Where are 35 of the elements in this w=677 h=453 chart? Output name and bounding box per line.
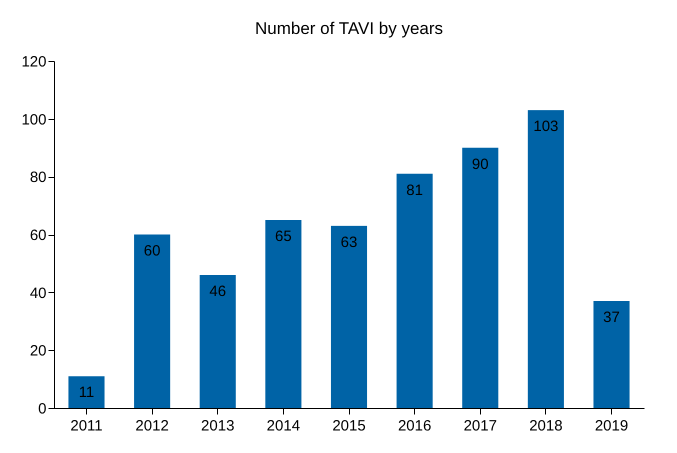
data-label: 11 — [78, 384, 94, 402]
data-label: 65 — [275, 228, 292, 246]
x-tick-label: 2017 — [464, 418, 497, 434]
data-label: 46 — [209, 282, 226, 300]
y-tick-label: 20 — [30, 342, 46, 360]
data-label: 37 — [603, 309, 620, 326]
bar — [593, 301, 630, 408]
y-tick-label: 40 — [30, 284, 46, 302]
bar — [134, 234, 170, 408]
x-tick-label: 2015 — [332, 418, 366, 434]
bar — [330, 226, 368, 408]
bar — [396, 174, 433, 408]
data-label: 81 — [406, 182, 423, 199]
bar — [462, 148, 498, 408]
x-tick-label: 2014 — [266, 418, 300, 434]
data-label: 63 — [340, 234, 358, 251]
bar — [265, 220, 302, 408]
bar — [200, 274, 236, 408]
y-tick-label: 60 — [30, 227, 46, 244]
x-tick-label: 2018 — [529, 418, 563, 434]
data-label: 60 — [144, 242, 160, 260]
bar — [68, 376, 105, 408]
chart-title: Number of TAVI by years — [254, 19, 444, 38]
x-tick-label: 2016 — [398, 418, 432, 434]
y-tick-label: 100 — [21, 111, 46, 128]
x-tick-label: 2019 — [594, 418, 628, 434]
y-tick-label: 0 — [38, 400, 46, 418]
bar — [528, 110, 564, 408]
data-label: 90 — [472, 156, 489, 173]
y-tick-label: 80 — [30, 169, 46, 186]
x-tick-label: 2012 — [135, 418, 169, 434]
x-tick-label: 2013 — [201, 418, 234, 434]
x-tick-label: 2011 — [70, 418, 103, 434]
y-tick-label: 120 — [21, 54, 46, 70]
data-label: 103 — [533, 118, 558, 136]
